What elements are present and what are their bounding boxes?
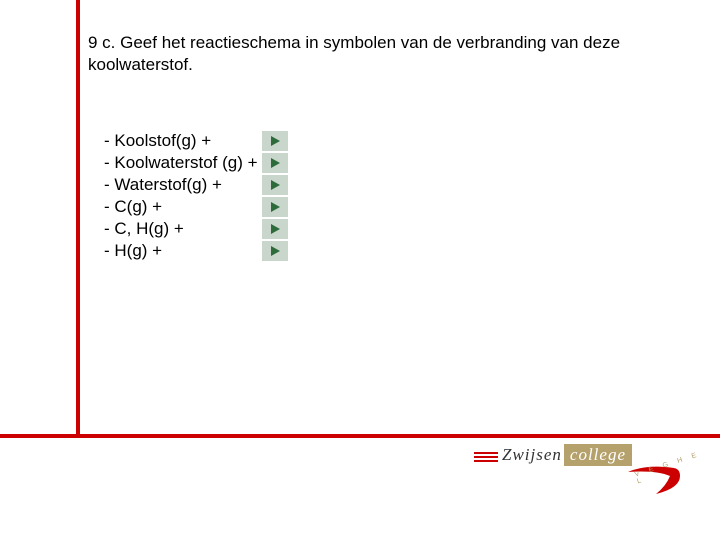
play-button[interactable] — [262, 175, 288, 195]
play-button[interactable] — [262, 197, 288, 217]
play-icon — [269, 157, 281, 169]
option-row: - C, H(g) + — [104, 218, 288, 240]
option-label: - C(g) + — [104, 197, 258, 217]
play-button[interactable] — [262, 153, 288, 173]
option-label: - Waterstof(g) + — [104, 175, 258, 195]
play-icon — [269, 135, 281, 147]
option-row: - C(g) + — [104, 196, 288, 218]
play-icon — [269, 179, 281, 191]
option-label: - Koolstof(g) + — [104, 131, 258, 151]
logo-stripes-icon — [474, 452, 498, 464]
option-label: - Koolwaterstof (g) + — [104, 153, 258, 173]
play-icon — [269, 223, 281, 235]
horizontal-rule — [0, 434, 720, 438]
play-button[interactable] — [262, 241, 288, 261]
play-icon — [269, 245, 281, 257]
option-row: - H(g) + — [104, 240, 288, 262]
play-button[interactable] — [262, 131, 288, 151]
logo-zwijsen-college: Zwijsencollege V E G H E L — [474, 444, 704, 500]
options-list: - Koolstof(g) +- Koolwaterstof (g) +- Wa… — [104, 130, 288, 262]
play-icon — [269, 201, 281, 213]
option-row: - Waterstof(g) + — [104, 174, 288, 196]
option-row: - Koolwaterstof (g) + — [104, 152, 288, 174]
option-label: - H(g) + — [104, 241, 258, 261]
logo-zwijsen-word: Zwijsen — [502, 445, 562, 464]
option-row: - Koolstof(g) + — [104, 130, 288, 152]
option-label: - C, H(g) + — [104, 219, 258, 239]
logo-text: Zwijsencollege — [502, 444, 632, 466]
play-button[interactable] — [262, 219, 288, 239]
logo-college-word: college — [564, 444, 632, 466]
vertical-rule — [76, 0, 80, 438]
question-text: 9 c. Geef het reactieschema in symbolen … — [88, 32, 648, 76]
